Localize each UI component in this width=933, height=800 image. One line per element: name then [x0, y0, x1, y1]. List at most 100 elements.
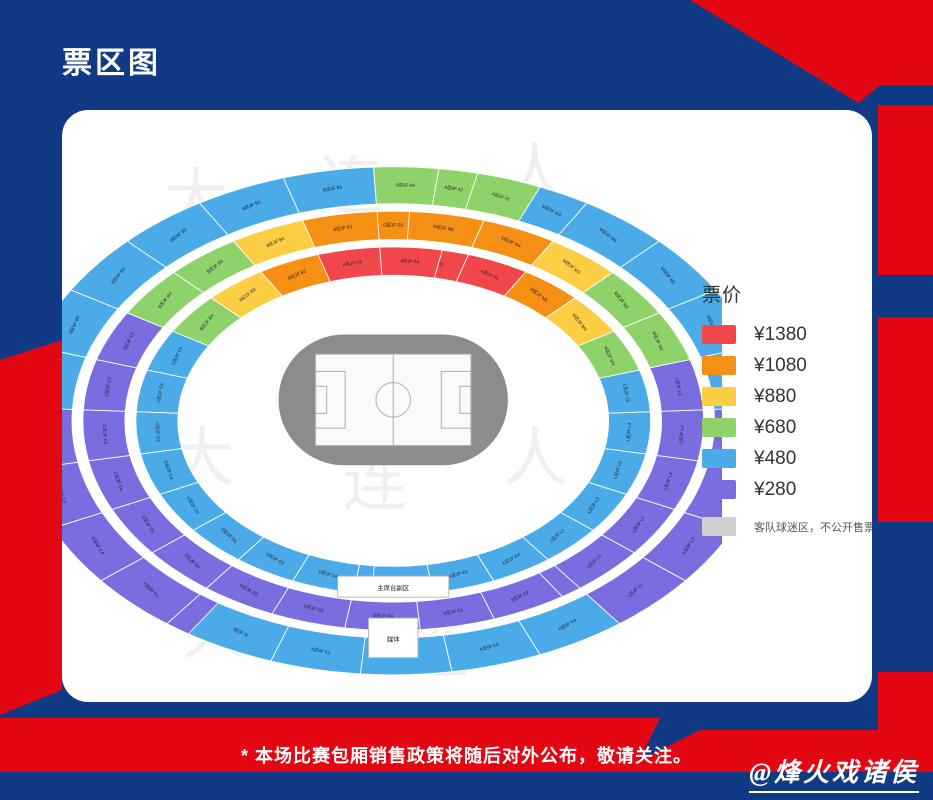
- goal-area-left: [314, 385, 328, 414]
- seat-section-label: K区2F K3: [448, 569, 468, 579]
- seat-section-label: D区3F D4: [373, 613, 393, 619]
- seat-section[interactable]: [522, 511, 595, 561]
- bg-red-strip-3: [878, 672, 933, 730]
- legend: 票价 ¥1380 ¥1080 ¥880 ¥680 ¥480 ¥280 客队球迷区，不公开售票: [702, 280, 872, 542]
- seat-section[interactable]: [518, 593, 621, 656]
- watermark: @烽火戏诸侯: [749, 752, 919, 793]
- seat-section-label: B区6F B1: [323, 184, 343, 192]
- legend-label: ¥680: [754, 416, 797, 438]
- seat-section-label: C区3F C3: [102, 424, 108, 445]
- seat-section[interactable]: [559, 481, 628, 531]
- center-circle: [375, 382, 412, 418]
- seat-section-label: L区2F L3: [613, 460, 624, 479]
- page-title: 票区图: [62, 47, 161, 80]
- legend-label: ¥1080: [754, 354, 807, 376]
- legend-swatch: [702, 387, 736, 406]
- legend-label: ¥1380: [754, 323, 807, 345]
- seat-section[interactable]: [582, 272, 660, 328]
- seat-section[interactable]: [455, 254, 527, 297]
- pitch: [278, 334, 508, 466]
- seat-section[interactable]: [406, 210, 485, 248]
- vip-box-zone[interactable]: [337, 575, 450, 598]
- footer-note: * 本场比赛包厢销售政策将随后对外公布，敬请关注。: [240, 746, 692, 766]
- seat-section[interactable]: [598, 369, 651, 414]
- bg-navy-bottom: [0, 772, 933, 800]
- legend-item: ¥680: [702, 412, 872, 443]
- seat-section[interactable]: [301, 210, 380, 248]
- special-zones[interactable]: 主席台副区 媒体: [337, 575, 450, 659]
- bg-navy-strip-1: [878, 275, 933, 317]
- seat-section-label: A区6F A4: [396, 182, 416, 188]
- seat-section[interactable]: [577, 330, 640, 379]
- seat-section[interactable]: [62, 408, 79, 470]
- seat-section[interactable]: [557, 202, 660, 268]
- seat-section-label: C区6F C3: [62, 483, 68, 504]
- bg-navy-strip-2: [878, 522, 933, 672]
- legend-swatch: [702, 325, 736, 344]
- seat-section[interactable]: [471, 219, 554, 266]
- sections-layer[interactable]: G区2F G3G区2F G2G区2F G4G区2F G1H区2F H5F区2F …: [62, 166, 722, 676]
- seat-section[interactable]: [587, 448, 647, 495]
- legend-label: ¥880: [754, 385, 797, 407]
- seat-section-label: G区3F G3: [383, 222, 404, 227]
- seat-section-label: I区6F I5: [232, 627, 249, 639]
- legend-swatch: [702, 418, 736, 437]
- legend-label: 客队球迷区，不公开售票: [754, 521, 872, 534]
- media-zone[interactable]: [368, 617, 419, 659]
- seat-section-label: L区2F L5: [622, 384, 630, 403]
- legend-label: ¥480: [754, 447, 797, 469]
- seat-section-label: M区3F M5: [433, 224, 455, 233]
- seat-section-label: C区2F C2: [156, 382, 164, 403]
- seat-section-label: D区3F D3: [303, 603, 324, 613]
- seat-section[interactable]: [187, 602, 290, 662]
- bg-red-strip-1: [878, 105, 933, 275]
- seat-section[interactable]: [442, 620, 541, 673]
- seat-section[interactable]: [622, 312, 691, 369]
- seat-section-label: A区2F A4: [400, 258, 420, 264]
- legend-label: ¥280: [754, 478, 797, 500]
- media-label: 媒体: [387, 635, 400, 644]
- legend-swatch: [702, 356, 736, 375]
- seat-section-label: C区2F C3: [155, 422, 161, 443]
- goal-area-right: [459, 385, 472, 414]
- seat-section[interactable]: [544, 297, 615, 347]
- seat-section-label: L区3F L3: [663, 471, 674, 490]
- seat-section-label: K区6F K3: [479, 642, 499, 652]
- legend-swatch: [702, 449, 736, 468]
- seat-section-label: A区2F A3: [342, 259, 362, 267]
- seat-section[interactable]: [476, 536, 549, 582]
- seat-section[interactable]: [379, 246, 443, 279]
- bg-red-left: [0, 340, 62, 715]
- seat-section-label: C区2F C4: [163, 460, 174, 481]
- seat-section-label: L区2F L4: [626, 422, 632, 441]
- seat-section-label: E区3F E1: [443, 607, 463, 616]
- seat-section-label: A区6F A2: [444, 184, 464, 192]
- legend-item: ¥480: [702, 443, 872, 474]
- legend-item: ¥1380: [702, 319, 872, 350]
- seat-section[interactable]: [553, 534, 636, 589]
- legend-item: 客队球迷区，不公开售票: [702, 511, 872, 542]
- seat-section[interactable]: [601, 496, 676, 554]
- bg-red-strip-2: [878, 317, 933, 522]
- seating-map-card: 大 连 人 大 连 人 大 连 G区2F G3G区2F G2G区2F G: [62, 110, 872, 702]
- seat-section-label: L区3F L5: [674, 377, 682, 396]
- legend-rows: ¥1380 ¥1080 ¥880 ¥680 ¥480 ¥280 客队球迷区，不公开售票: [702, 319, 872, 542]
- legend-item: ¥880: [702, 381, 872, 412]
- seat-section[interactable]: [619, 240, 717, 310]
- stadium-map[interactable]: 大 连 人 大 连 人 大 连 G区2F G3G区2F G2G区2F G: [62, 110, 722, 702]
- seat-section[interactable]: [604, 411, 652, 455]
- seat-section[interactable]: [518, 186, 588, 236]
- legend-item: ¥280: [702, 474, 872, 505]
- seat-section[interactable]: [649, 359, 704, 412]
- seat-section-label: C区3F C2: [104, 376, 112, 397]
- legend-title: 票价: [702, 285, 743, 306]
- stadium-map-svg[interactable]: 大 连 人 大 连 人 大 连 G区2F G3G区2F G2G区2F G: [62, 110, 722, 702]
- vip-box-label: 主席台副区: [377, 583, 410, 592]
- seat-section[interactable]: [635, 454, 699, 510]
- seat-section-label: L区3F L4: [678, 425, 684, 444]
- seat-section-label: K区6F K1: [311, 646, 331, 655]
- seat-section[interactable]: [530, 240, 614, 294]
- bg-red-top: [690, 0, 933, 115]
- seat-section[interactable]: [503, 271, 576, 319]
- legend-swatch: [702, 517, 736, 536]
